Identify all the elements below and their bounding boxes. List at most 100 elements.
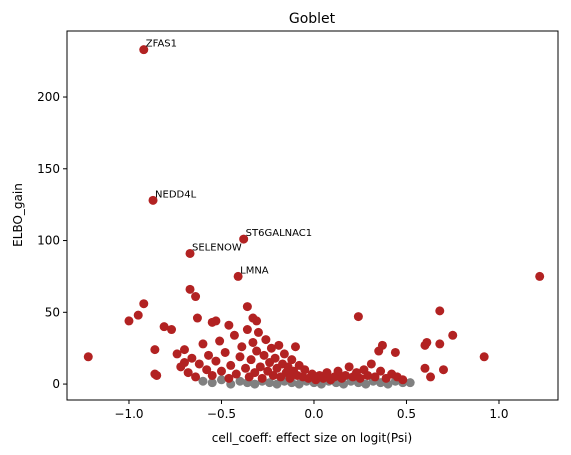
point bbox=[420, 363, 430, 373]
point bbox=[139, 299, 149, 309]
annotation: ST6GALNAC1 bbox=[246, 228, 312, 239]
point bbox=[185, 248, 195, 258]
point bbox=[287, 355, 297, 365]
point bbox=[239, 234, 249, 244]
point bbox=[231, 369, 241, 379]
point bbox=[250, 379, 260, 389]
point bbox=[374, 346, 384, 356]
point bbox=[366, 359, 376, 369]
point bbox=[83, 352, 93, 362]
point bbox=[268, 370, 278, 380]
point bbox=[211, 316, 221, 326]
point bbox=[133, 310, 143, 320]
point bbox=[191, 372, 201, 382]
point bbox=[250, 368, 260, 378]
point bbox=[255, 362, 265, 372]
point bbox=[265, 378, 275, 388]
x-tick-label: 0.0 bbox=[304, 407, 323, 421]
point bbox=[215, 336, 225, 346]
point bbox=[253, 327, 263, 337]
point bbox=[216, 375, 226, 385]
point bbox=[211, 356, 221, 366]
annotation: SELENOW bbox=[192, 242, 242, 253]
point bbox=[355, 373, 365, 383]
point bbox=[361, 379, 371, 389]
x-tick-label: −0.5 bbox=[207, 407, 236, 421]
point bbox=[426, 372, 436, 382]
x-tick-label: −1.0 bbox=[114, 407, 143, 421]
y-tick-label: 50 bbox=[45, 305, 60, 319]
y-tick-label: 200 bbox=[37, 90, 60, 104]
point bbox=[207, 370, 217, 380]
point bbox=[535, 271, 545, 281]
point bbox=[363, 370, 373, 380]
point bbox=[124, 316, 134, 326]
point bbox=[204, 350, 214, 360]
point bbox=[248, 337, 258, 347]
point bbox=[198, 339, 208, 349]
point bbox=[242, 302, 252, 312]
point bbox=[246, 355, 256, 365]
point bbox=[257, 373, 267, 383]
point bbox=[194, 359, 204, 369]
point bbox=[274, 340, 284, 350]
point bbox=[252, 316, 262, 326]
point bbox=[192, 313, 202, 323]
point bbox=[224, 320, 234, 330]
point bbox=[448, 330, 458, 340]
x-tick-label: 0.5 bbox=[397, 407, 416, 421]
point bbox=[233, 271, 243, 281]
point bbox=[159, 322, 169, 332]
point bbox=[198, 376, 208, 386]
y-tick-label: 0 bbox=[52, 377, 60, 391]
point bbox=[148, 195, 158, 205]
point bbox=[167, 325, 177, 335]
point bbox=[344, 362, 354, 372]
point bbox=[435, 339, 445, 349]
point bbox=[207, 378, 217, 388]
point bbox=[185, 284, 195, 294]
point bbox=[224, 373, 234, 383]
point bbox=[285, 373, 295, 383]
point bbox=[179, 345, 189, 355]
point bbox=[279, 349, 289, 359]
point bbox=[187, 353, 197, 363]
point bbox=[252, 346, 262, 356]
point bbox=[237, 342, 247, 352]
x-axis-label: cell_coeff: effect size on logit(Psi) bbox=[212, 431, 412, 445]
x-tick-label: 1.0 bbox=[489, 407, 508, 421]
point bbox=[272, 379, 282, 389]
point bbox=[266, 343, 276, 353]
point bbox=[259, 350, 269, 360]
point bbox=[139, 45, 149, 55]
point bbox=[176, 362, 186, 372]
point bbox=[270, 353, 280, 363]
point bbox=[376, 366, 386, 376]
point bbox=[370, 372, 380, 382]
y-tick-label: 150 bbox=[37, 162, 60, 176]
point bbox=[183, 368, 193, 378]
point bbox=[405, 378, 415, 388]
annotation: NEDD4L bbox=[155, 189, 197, 200]
point bbox=[202, 365, 212, 375]
point bbox=[191, 292, 201, 302]
point bbox=[438, 365, 448, 375]
point bbox=[435, 306, 445, 316]
point bbox=[235, 376, 245, 386]
plot-frame bbox=[66, 30, 559, 401]
point bbox=[353, 312, 363, 322]
point bbox=[172, 349, 182, 359]
point bbox=[261, 335, 271, 345]
point bbox=[226, 360, 236, 370]
point bbox=[150, 345, 160, 355]
point bbox=[220, 347, 230, 357]
point bbox=[241, 363, 251, 373]
point bbox=[390, 347, 400, 357]
point bbox=[398, 375, 408, 385]
y-tick-label: 100 bbox=[37, 234, 60, 248]
point bbox=[294, 379, 304, 389]
point bbox=[235, 352, 245, 362]
y-axis-label: ELBO_gain bbox=[11, 183, 25, 247]
point bbox=[300, 365, 310, 375]
